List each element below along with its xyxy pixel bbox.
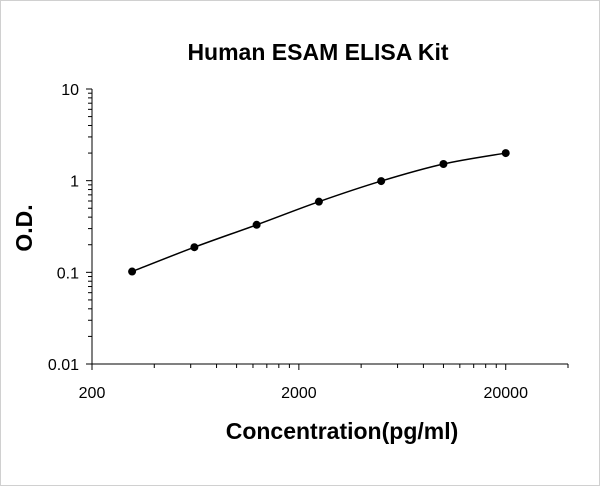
data-point — [439, 159, 448, 168]
data-point — [377, 177, 386, 186]
x-tick-label: 200 — [79, 385, 106, 402]
y-tick-label: 1 — [70, 174, 79, 191]
plot-area — [128, 149, 510, 276]
y-axis-title: O.D. — [11, 204, 37, 251]
x-tick-label: 20000 — [483, 385, 528, 402]
y-tick-label: 0.01 — [48, 357, 79, 374]
y-axis: 10 1 0.1 0.01 — [48, 82, 93, 374]
data-point — [314, 197, 323, 206]
x-tick-label: 2000 — [281, 385, 317, 402]
series-line — [131, 152, 506, 273]
data-point — [190, 243, 199, 252]
x-axis: 200 2000 20000 — [79, 363, 569, 402]
x-axis-title: Concentration(pg/ml) — [226, 418, 459, 444]
y-tick-label: 10 — [61, 82, 79, 99]
data-point — [252, 220, 261, 229]
data-point — [501, 149, 510, 158]
data-point — [128, 267, 137, 276]
chart-title: Human ESAM ELISA Kit — [187, 39, 448, 65]
y-tick-label: 0.1 — [57, 265, 79, 282]
